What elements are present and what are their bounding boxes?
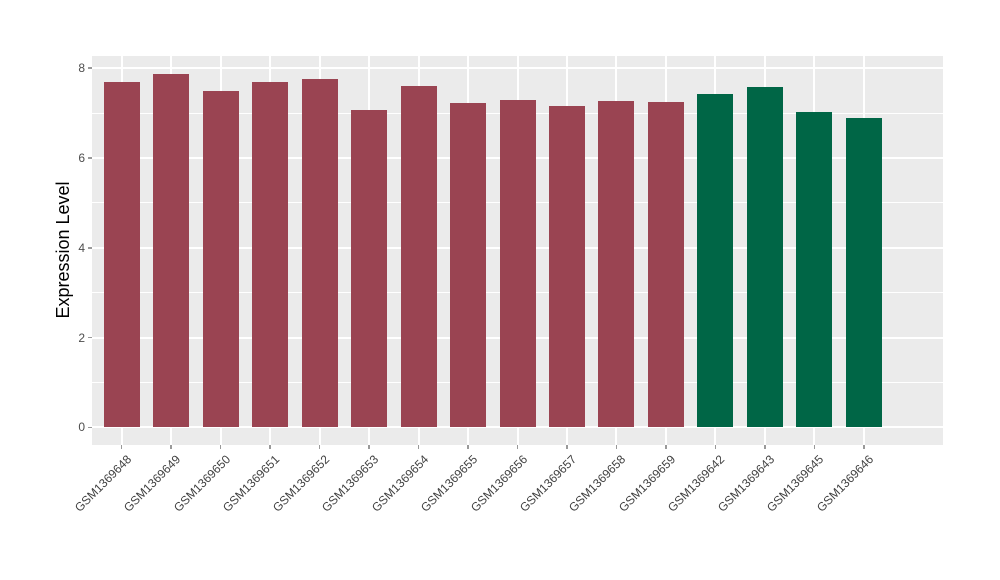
x-axis-tick (170, 445, 172, 449)
y-axis-tick (88, 67, 92, 69)
bar-GSM1369659 (647, 101, 684, 428)
y-tick-label: 2 (78, 330, 85, 345)
y-tick-label: 0 (78, 420, 85, 435)
y-axis-tick (88, 247, 92, 249)
x-axis-tick (813, 445, 816, 449)
bar-GSM1369654 (400, 86, 437, 428)
x-axis-tick (219, 445, 222, 449)
x-axis-tick (368, 445, 370, 449)
bar-GSM1369657 (548, 105, 585, 428)
x-axis-tick (615, 445, 618, 449)
major-gridline (92, 67, 943, 70)
bar-GSM1369648 (103, 82, 140, 428)
bar-GSM1369649 (153, 73, 190, 428)
x-axis-tick (467, 445, 469, 449)
bar-GSM1369658 (598, 100, 635, 428)
x-axis-tick (665, 445, 667, 449)
bar-GSM1369650 (202, 90, 239, 428)
bar-GSM1369652 (301, 78, 338, 428)
x-axis-tick (318, 445, 321, 449)
plot-panel (92, 56, 943, 445)
bar-GSM1369656 (499, 99, 536, 428)
x-axis-tick (516, 445, 519, 449)
x-axis-tick (120, 445, 123, 449)
bar-GSM1369655 (450, 102, 487, 428)
y-tick-label: 8 (78, 61, 85, 76)
y-axis-tick (88, 426, 92, 429)
x-axis-tick (714, 445, 717, 449)
y-axis-tick (88, 157, 92, 159)
x-axis-tick (269, 445, 271, 449)
bar-GSM1369643 (746, 86, 783, 428)
major-gridline (92, 426, 943, 429)
y-tick-label: 4 (78, 240, 85, 255)
bar-GSM1369653 (351, 109, 388, 428)
x-axis-tick (566, 445, 568, 449)
y-tick-label: 6 (78, 150, 85, 165)
bar-GSM1369646 (845, 117, 882, 428)
bar-GSM1369642 (697, 94, 734, 428)
x-axis-tick (764, 445, 766, 449)
y-axis-tick (88, 336, 92, 339)
bar-GSM1369645 (796, 112, 833, 428)
x-axis-tick (863, 445, 865, 449)
bar-GSM1369651 (252, 82, 289, 428)
x-axis-tick (417, 445, 420, 449)
